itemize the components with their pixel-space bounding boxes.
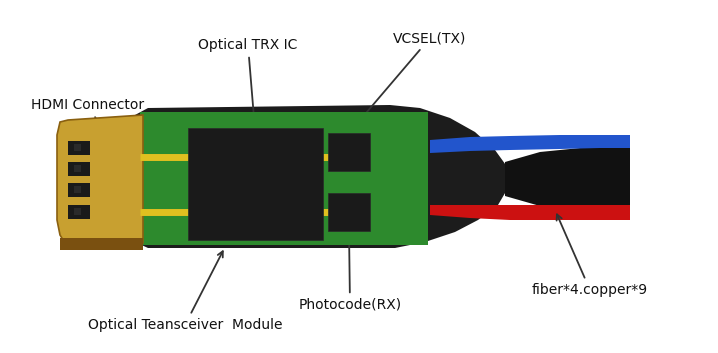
Text: Optical Teansceiver  Module: Optical Teansceiver Module <box>88 251 282 332</box>
Text: fiber*4.copper*9: fiber*4.copper*9 <box>532 214 648 297</box>
Bar <box>68 141 90 155</box>
Text: Photocode(RX): Photocode(RX) <box>299 236 401 312</box>
Polygon shape <box>430 135 630 153</box>
Text: Optical TRX IC: Optical TRX IC <box>198 38 298 125</box>
Polygon shape <box>430 205 630 220</box>
Polygon shape <box>140 112 428 245</box>
Bar <box>68 162 90 176</box>
Bar <box>60 238 143 250</box>
Text: HDMI Connector: HDMI Connector <box>32 98 144 173</box>
Bar <box>68 205 90 219</box>
Bar <box>328 193 370 231</box>
Bar <box>74 186 81 193</box>
Polygon shape <box>505 147 630 210</box>
Bar <box>74 208 81 215</box>
Polygon shape <box>125 105 510 248</box>
Bar <box>188 128 323 240</box>
Bar <box>74 144 81 151</box>
Bar <box>74 165 81 172</box>
Polygon shape <box>57 115 143 248</box>
Bar <box>328 133 370 171</box>
Text: VCSEL(TX): VCSEL(TX) <box>352 31 467 129</box>
Bar <box>68 183 90 197</box>
